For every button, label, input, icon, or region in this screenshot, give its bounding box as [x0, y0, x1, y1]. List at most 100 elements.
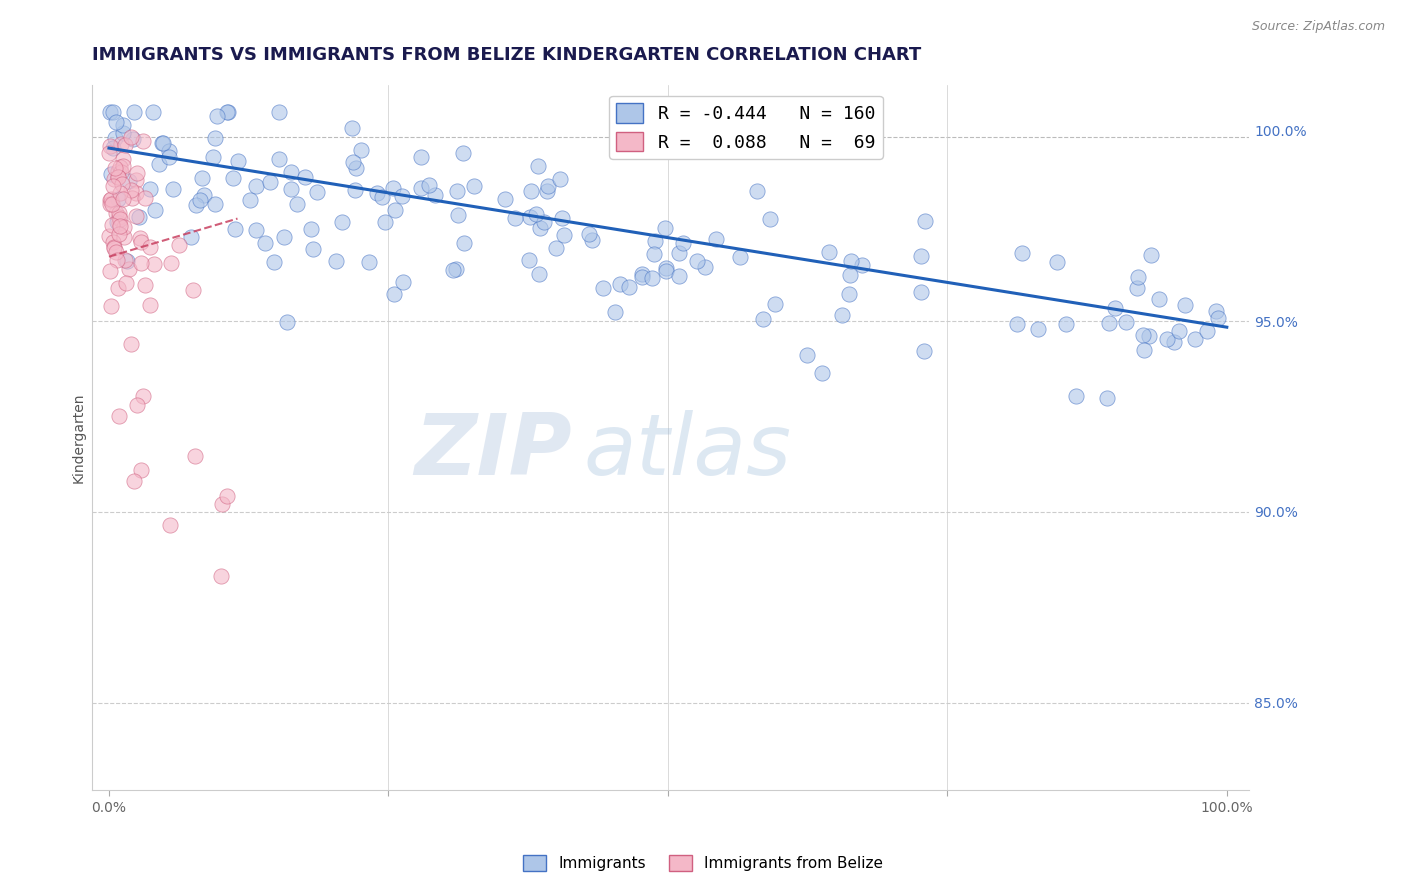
- Point: [914, 213, 936, 227]
- Point: [125, 398, 148, 412]
- Point: [409, 181, 432, 195]
- Point: [551, 211, 574, 226]
- Point: [269, 153, 291, 167]
- Point: [98, 197, 121, 211]
- Point: [112, 159, 135, 173]
- Point: [758, 211, 780, 226]
- Point: [120, 337, 142, 351]
- Point: [524, 207, 547, 221]
- Point: [302, 242, 325, 256]
- Point: [1054, 317, 1077, 331]
- Point: [107, 164, 129, 178]
- Point: [752, 311, 775, 326]
- Point: [912, 344, 935, 359]
- Point: [1184, 332, 1206, 346]
- Point: [186, 198, 208, 212]
- Point: [103, 239, 125, 253]
- Point: [811, 366, 834, 380]
- Point: [201, 150, 224, 164]
- Point: [631, 270, 654, 285]
- Point: [553, 227, 575, 242]
- Point: [446, 262, 468, 277]
- Point: [453, 235, 475, 250]
- Point: [1011, 246, 1033, 260]
- Point: [103, 171, 125, 186]
- Point: [672, 236, 695, 251]
- Point: [111, 119, 134, 133]
- Point: [245, 179, 267, 194]
- Point: [519, 210, 541, 224]
- Point: [108, 210, 131, 224]
- Point: [107, 281, 129, 295]
- Point: [98, 229, 121, 244]
- Text: ZIP: ZIP: [415, 410, 572, 493]
- Point: [108, 216, 131, 230]
- Point: [1064, 389, 1087, 403]
- Point: [129, 231, 152, 245]
- Point: [114, 137, 136, 152]
- Point: [217, 104, 239, 119]
- Point: [110, 137, 132, 152]
- Point: [668, 269, 690, 284]
- Point: [704, 232, 727, 246]
- Point: [224, 222, 246, 236]
- Point: [276, 315, 298, 329]
- Point: [191, 170, 214, 185]
- Point: [503, 211, 526, 226]
- Point: [730, 250, 752, 264]
- Point: [332, 215, 354, 229]
- Point: [129, 256, 152, 270]
- Point: [101, 235, 124, 249]
- Point: [134, 191, 156, 205]
- Point: [494, 193, 516, 207]
- Point: [108, 206, 131, 220]
- Point: [366, 186, 388, 201]
- Point: [122, 474, 145, 488]
- Point: [796, 348, 818, 362]
- Point: [1140, 248, 1163, 262]
- Point: [537, 178, 560, 193]
- Point: [131, 235, 153, 249]
- Point: [98, 145, 121, 160]
- Text: atlas: atlas: [583, 410, 792, 493]
- Point: [745, 184, 768, 198]
- Point: [103, 241, 125, 255]
- Point: [1126, 269, 1149, 284]
- Point: [267, 104, 290, 119]
- Point: [157, 150, 180, 164]
- Point: [581, 233, 603, 247]
- Point: [655, 261, 678, 276]
- Point: [603, 305, 626, 319]
- Point: [392, 275, 415, 289]
- Point: [204, 196, 226, 211]
- Point: [1005, 317, 1028, 331]
- Point: [160, 256, 183, 270]
- Point: [693, 260, 716, 274]
- Point: [1115, 315, 1137, 329]
- Point: [254, 235, 277, 250]
- Point: [655, 264, 678, 278]
- Point: [122, 104, 145, 119]
- Point: [115, 253, 138, 268]
- Point: [520, 184, 543, 198]
- Point: [359, 255, 381, 269]
- Point: [125, 186, 148, 200]
- Point: [100, 299, 122, 313]
- Point: [374, 215, 396, 229]
- Point: [112, 230, 135, 244]
- Point: [217, 104, 239, 119]
- Point: [280, 182, 302, 196]
- Point: [108, 219, 131, 234]
- Point: [103, 141, 125, 155]
- Point: [112, 219, 135, 234]
- Point: [910, 248, 932, 262]
- Point: [139, 182, 162, 196]
- Point: [350, 143, 373, 157]
- Point: [98, 194, 121, 208]
- Point: [641, 271, 664, 285]
- Point: [107, 169, 129, 184]
- Point: [204, 131, 226, 145]
- Point: [423, 188, 446, 202]
- Point: [114, 277, 136, 291]
- Point: [181, 284, 204, 298]
